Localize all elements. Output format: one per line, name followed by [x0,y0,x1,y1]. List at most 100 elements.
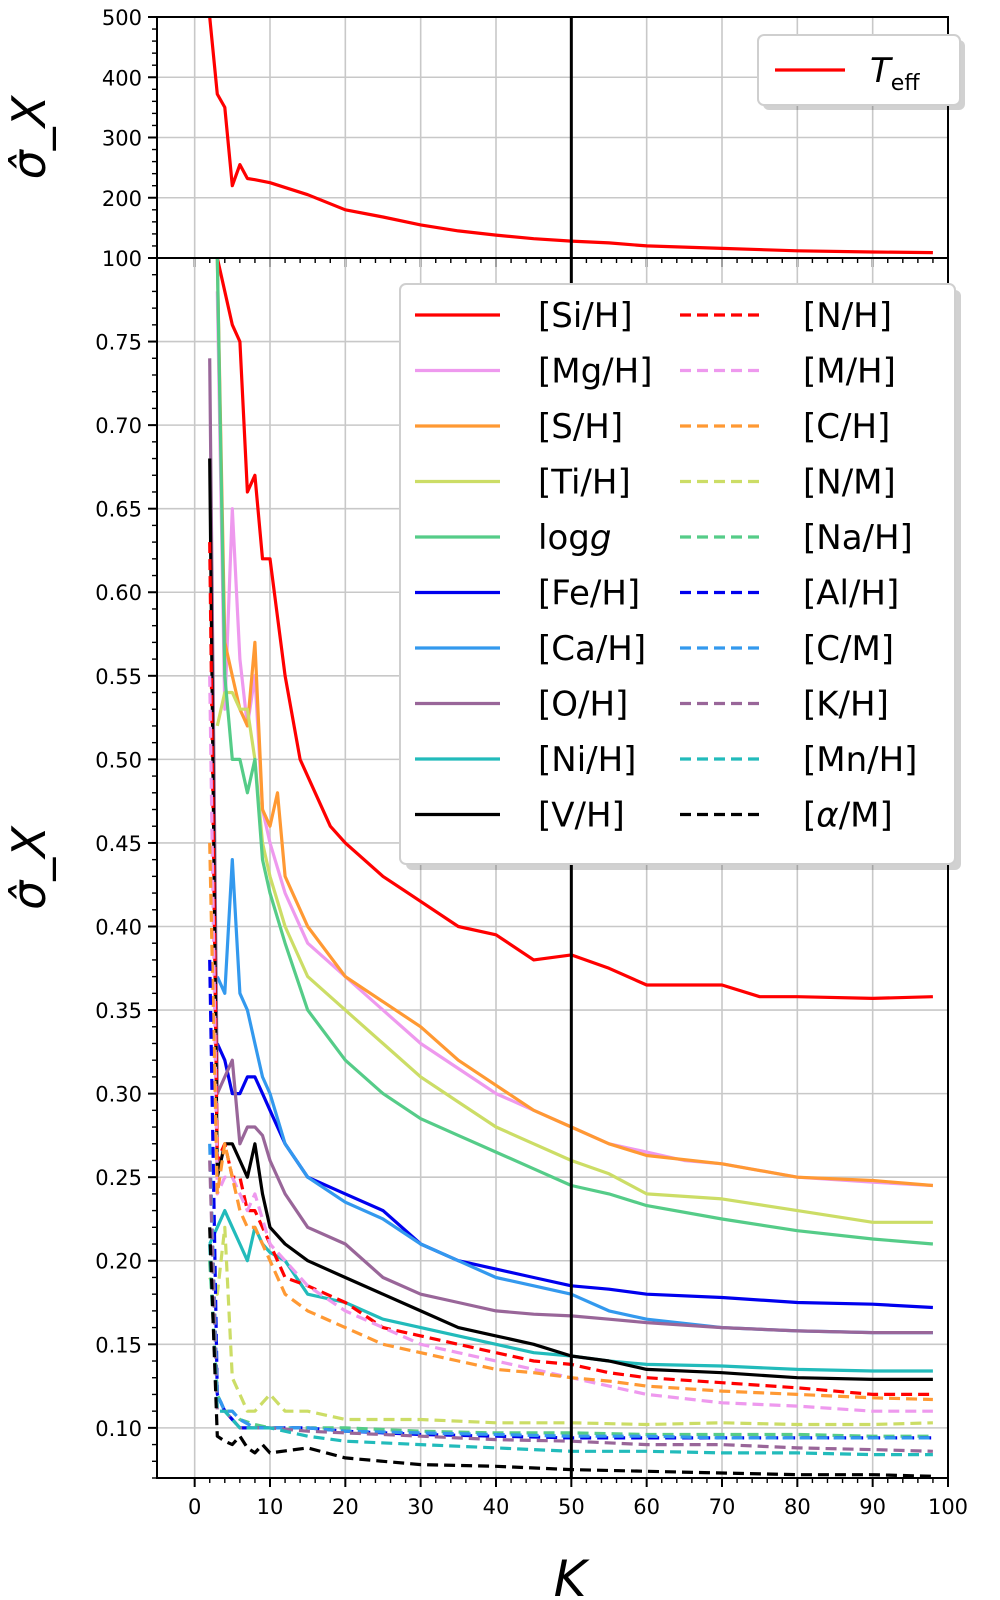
top-panel: 100 200 300 400 500 σ̂_X Teff [2,6,965,271]
legend-label-8: [Ni/H] [538,740,636,780]
legend-label-text: [N/M] [803,463,896,503]
legend-label-13: [N/M] [803,463,896,503]
x-axis-label: K [554,1550,591,1600]
y-tick-label: 0.70 [95,414,142,438]
series-line-18 [208,1243,933,1457]
series-line-17 [208,1160,933,1453]
y-tick-label: 300 [102,127,142,151]
series-line-16 [208,1143,933,1440]
x-tick-label: 50 [558,1495,585,1519]
y-tick-label: 0.75 [95,331,142,355]
x-tick-label: 60 [633,1495,660,1519]
legend-label-16: [C/M] [803,629,894,669]
series-line-13 [208,1225,933,1427]
series-line-4 [215,258,934,1246]
legend-label-text: [O/H] [538,685,628,725]
legend-label-main: log [538,518,590,558]
legend-label-main: [ [803,796,816,836]
x-tick-label: 100 [928,1495,968,1519]
series-line-19 [208,1227,933,1478]
legend-label-text: [Ca/H] [538,629,646,669]
legend-label-14: [Na/H] [803,518,913,558]
legend-label-3: [Ti/H] [538,463,631,503]
plot-frame [156,257,949,1479]
legend-top: Teff [757,34,965,110]
legend-label-4: logg [538,518,611,558]
y-tick-label: 500 [102,6,142,30]
legend-label-teff-sub: eff [891,71,921,96]
y-tick-label: 0.40 [95,915,142,939]
bottom-panel: 0.10 0.15 0.20 0.25 0.30 0.35 0.40 0.45 0.50 0.55… [2,257,968,1600]
legend-label-6: [Ca/H] [538,629,646,669]
legend-label-15: [Al/H] [803,574,899,614]
y-tick-label: 0.60 [95,581,142,605]
legend-label-text: [N/H] [803,296,892,336]
x-tick-label: 80 [784,1495,811,1519]
legend-label-text: [C/M] [803,629,894,669]
series-line-12 [208,842,933,1402]
legend-label-text: [C/H] [803,407,890,447]
legend-bottom: [Si/H] [Mg/H] [S/H] [Ti/H] logg [Fe/H] [Ca/H] [… [399,283,961,870]
legend-label-teff-main: T [870,51,893,91]
legend-label-text: [Ti/H] [538,463,631,503]
series-line-2 [215,258,934,1188]
series-lines [208,17,933,255]
y-tick-label: 100 [102,247,142,271]
y-tick-label: 0.15 [95,1333,142,1357]
y-axis-label: σ̂_X [2,825,56,910]
series-line-11 [208,675,933,1413]
legend-label-text: [Ni/H] [538,740,636,780]
legend-label-tail: /M] [839,796,893,836]
series-line-0 [215,258,933,1000]
legend-label-text: [M/H] [803,352,896,392]
y-tick-label: 0.10 [95,1417,142,1441]
y-axis-label: σ̂_X [2,94,56,179]
y-tick-label: 400 [102,66,142,90]
legend-label-7: [O/H] [538,685,628,725]
series-line-10 [208,542,933,1396]
x-tick-label: 40 [483,1495,510,1519]
x-tick-label: 30 [407,1495,434,1519]
y-tick-label: 0.45 [95,832,142,856]
series-line-3 [215,690,933,1224]
legend-label-1: [Mg/H] [538,352,652,392]
legend-label-11: [M/H] [803,352,896,392]
legend-frame [399,283,956,865]
legend-label-18: [Mn/H] [803,740,917,780]
y-tick-label: 0.55 [95,665,142,689]
legend-label-text: [K/H] [803,685,889,725]
y-tick-label: 0.20 [95,1250,142,1274]
legend-label-italic: g [590,518,612,558]
x-tick-label: 0 [188,1495,201,1519]
series-line-5 [215,1042,933,1310]
x-tick-label: 10 [257,1495,284,1519]
legend-label-text: [Fe/H] [538,574,640,614]
legend-label-9: [V/H] [538,796,625,836]
legend-label-text: [V/H] [538,796,625,836]
legend-label-17: [K/H] [803,685,889,725]
series-line-8 [208,1209,933,1373]
x-tick-label: 20 [332,1495,359,1519]
legend-label-10: [N/H] [803,296,892,336]
legend-label-0: [Si/H] [538,296,633,336]
legend-label-19: [α/M] [803,796,893,836]
legend-label-text: [Al/H] [803,574,899,614]
y-tick-label: 0.65 [95,498,142,522]
x-axis-ticks: 0 10 20 30 40 50 60 70 80 90 100 [188,1478,968,1519]
legend-label-text: [Si/H] [538,296,633,336]
y-axis-ticks: 0.10 0.15 0.20 0.25 0.30 0.35 0.40 0.45 0.50 0.55… [95,257,157,1479]
series-line-6 [215,858,933,1335]
legend-label-2: [S/H] [538,407,623,447]
y-tick-label: 0.50 [95,748,142,772]
x-tick-label: 90 [859,1495,886,1519]
series-line-9 [208,458,933,1381]
series-line-7 [208,358,933,1335]
y-tick-label: 0.35 [95,999,142,1023]
legend-label-text: [Na/H] [803,518,913,558]
legend-label-text: [Mn/H] [803,740,917,780]
legend-label-text: [Mg/H] [538,352,652,392]
legend-label-5: [Fe/H] [538,574,640,614]
x-tick-label: 70 [709,1495,736,1519]
legend-label-text: [S/H] [538,407,623,447]
